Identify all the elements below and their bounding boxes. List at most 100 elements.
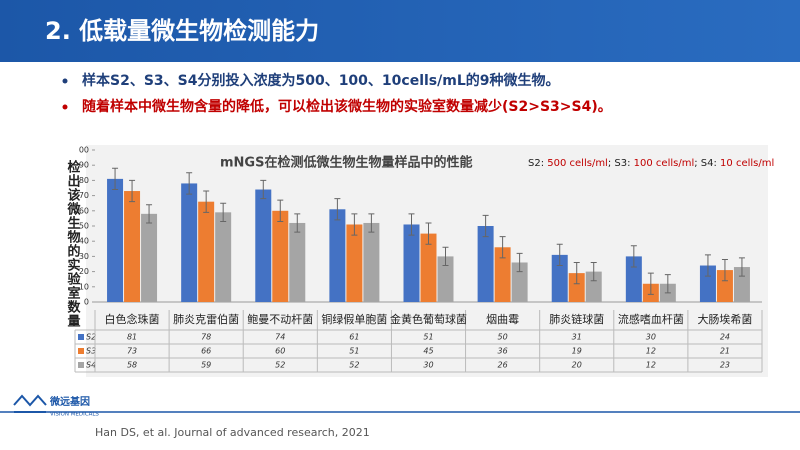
table-cell: 30 (423, 361, 433, 370)
table-cell: 19 (572, 347, 582, 356)
bullet: 样本S2、S3、S4分别投入浓度为500、100、10cells/mL的9种微生… (82, 72, 560, 89)
x-tick-label: 金黄色葡萄球菌 (390, 312, 467, 326)
table-cell: 74 (275, 333, 285, 342)
y-tick-label: 50 (79, 222, 89, 231)
error-bar (186, 172, 193, 195)
y-tick-label: 00 (79, 146, 89, 155)
bar (124, 191, 141, 302)
table-cell: 61 (349, 333, 359, 342)
bar (181, 183, 198, 302)
error-bar (408, 213, 415, 236)
note-label: ; S3: (608, 158, 634, 169)
y-tick-label: 10 (79, 282, 89, 291)
error-bar (368, 213, 375, 233)
error-bar (277, 199, 284, 222)
error-bar (573, 261, 580, 285)
x-tick-label: 鲍曼不动杆菌 (247, 312, 313, 326)
bar (255, 189, 272, 302)
x-tick-label: 流感嗜血杆菌 (618, 312, 684, 326)
error-bar (482, 214, 489, 238)
error-bar (630, 245, 637, 268)
table-cell: 60 (275, 347, 285, 356)
bar (585, 271, 602, 302)
x-tick-label: 大肠埃希菌 (697, 312, 752, 326)
header-bar (0, 0, 800, 62)
bar (272, 210, 289, 302)
legend-label: S4 (86, 361, 96, 370)
bullet: 随着样本中微生物含量的降低，可以检出该微生物的实验室数量减少(S2>S3>S4)… (82, 98, 612, 115)
logo-subtext: VISION MEDICALS (50, 412, 99, 418)
logo-text: 微远基因 (49, 395, 90, 408)
bar (107, 178, 124, 302)
table-cell: 26 (498, 361, 508, 370)
error-bar (146, 204, 153, 224)
logo-icon (13, 394, 47, 413)
bar (329, 209, 346, 302)
error-bar (203, 190, 210, 213)
bar (511, 262, 528, 302)
bar (699, 265, 716, 302)
y-tick-label: 40 (79, 237, 89, 246)
table-cell: 45 (423, 347, 433, 356)
note-value: 100 cells/ml (634, 158, 695, 169)
bar (551, 254, 568, 302)
error-bar (516, 252, 523, 273)
bullet-dot (62, 104, 68, 110)
bar (733, 267, 750, 302)
bar (346, 224, 363, 302)
error-bar (112, 167, 119, 191)
note-value: 500 cells/ml (547, 158, 608, 169)
bar (141, 213, 158, 302)
concentration-note: S2: 500 cells/ml; S3: 100 cells/ml; S4: … (528, 158, 774, 169)
table-cell: 30 (646, 333, 656, 342)
table-cell: 52 (275, 361, 285, 370)
y-tick-label: 30 (79, 252, 89, 261)
legend-label: S3 (86, 347, 96, 356)
table-cell: 23 (720, 361, 730, 370)
bar (198, 201, 215, 302)
error-bar (499, 236, 506, 259)
bar (437, 256, 454, 302)
legend-swatch (78, 362, 84, 368)
error-bar (220, 202, 227, 222)
error-bar (442, 246, 449, 267)
legend-swatch (78, 334, 84, 340)
table-cell: 12 (646, 361, 656, 370)
y-tick-label: 0 (84, 298, 89, 307)
x-tick-label: 烟曲霉 (486, 312, 519, 326)
error-bar (556, 243, 563, 267)
note-label: S2: (528, 158, 547, 169)
bar (403, 224, 420, 302)
error-bar (738, 257, 745, 277)
error-bar (294, 213, 301, 233)
bar (420, 233, 437, 302)
bar (494, 247, 511, 302)
legend-swatch (78, 348, 84, 354)
y-tick-label: 60 (79, 206, 89, 215)
citation: Han DS, et al. Journal of advanced resea… (95, 426, 370, 439)
y-tick-label: 90 (79, 161, 89, 170)
x-tick-label: 白色念珠菌 (105, 312, 160, 326)
table-cell: 12 (646, 347, 656, 356)
error-bar (129, 179, 136, 203)
table-cell: 78 (201, 333, 211, 342)
bar (215, 212, 232, 302)
error-bar (647, 272, 654, 295)
chart-title: mNGS在检测低微生物生物量样品中的性能 (220, 155, 472, 171)
y-tick-label: 20 (79, 267, 89, 276)
table-cell: 36 (498, 347, 508, 356)
error-bar (425, 222, 432, 245)
error-bar (260, 179, 267, 200)
table-cell: 52 (349, 361, 359, 370)
y-tick-label: 70 (79, 191, 89, 200)
error-bar (721, 258, 728, 282)
y-tick-label: 80 (79, 176, 89, 185)
error-bar (664, 274, 671, 294)
note-value: 10 cells/ml (720, 158, 774, 169)
bar (625, 256, 642, 302)
table-cell: 81 (127, 333, 137, 342)
bullet-dot (62, 78, 68, 84)
table-cell: 73 (127, 347, 137, 356)
chart: 0 10 20 30 40 50 60 70 80 90 00 S2 S3 S4 白色念珠菌 81 73 58 肺炎… (74, 146, 763, 373)
